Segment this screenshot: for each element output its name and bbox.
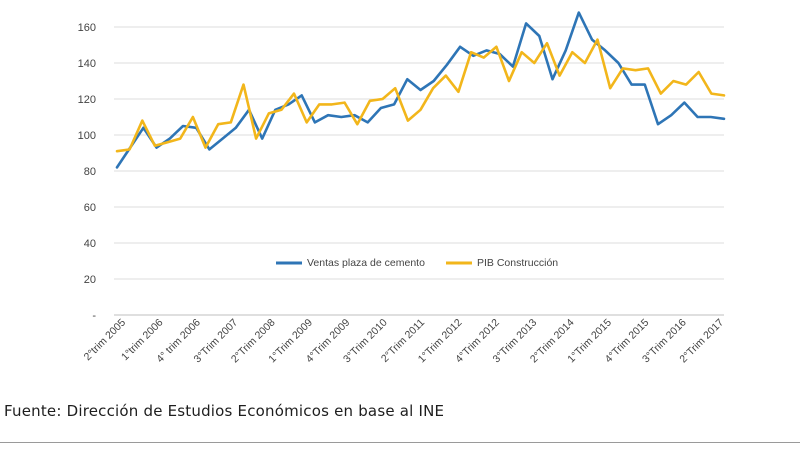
y-tick-label: 20 (84, 274, 96, 286)
y-axis: - 20 40 60 80 100 120 140 160 (78, 22, 97, 322)
source-note: Fuente: Dirección de Estudios Económicos… (4, 402, 445, 420)
series-line-pib (115, 38, 726, 153)
y-tick-label: - (92, 310, 96, 322)
y-tick-label: 120 (78, 94, 96, 106)
y-tick-label: 60 (84, 202, 96, 214)
line-chart: - 20 40 60 80 100 120 140 160 2°trim 20051°trim … (78, 11, 726, 365)
divider (0, 442, 800, 443)
series-lines (115, 11, 726, 169)
y-tick-label: 80 (84, 166, 96, 178)
gridlines (114, 26, 724, 280)
legend-label-pib: PIB Construcción (477, 257, 558, 269)
y-tick-label: 100 (78, 130, 96, 142)
y-tick-label: 160 (78, 22, 96, 34)
y-tick-label: 40 (84, 238, 96, 250)
y-tick-label: 140 (78, 58, 96, 70)
legend-label-ventas: Ventas plaza de cemento (307, 257, 425, 269)
legend: Ventas plaza de cemento PIB Construcción (276, 257, 558, 269)
